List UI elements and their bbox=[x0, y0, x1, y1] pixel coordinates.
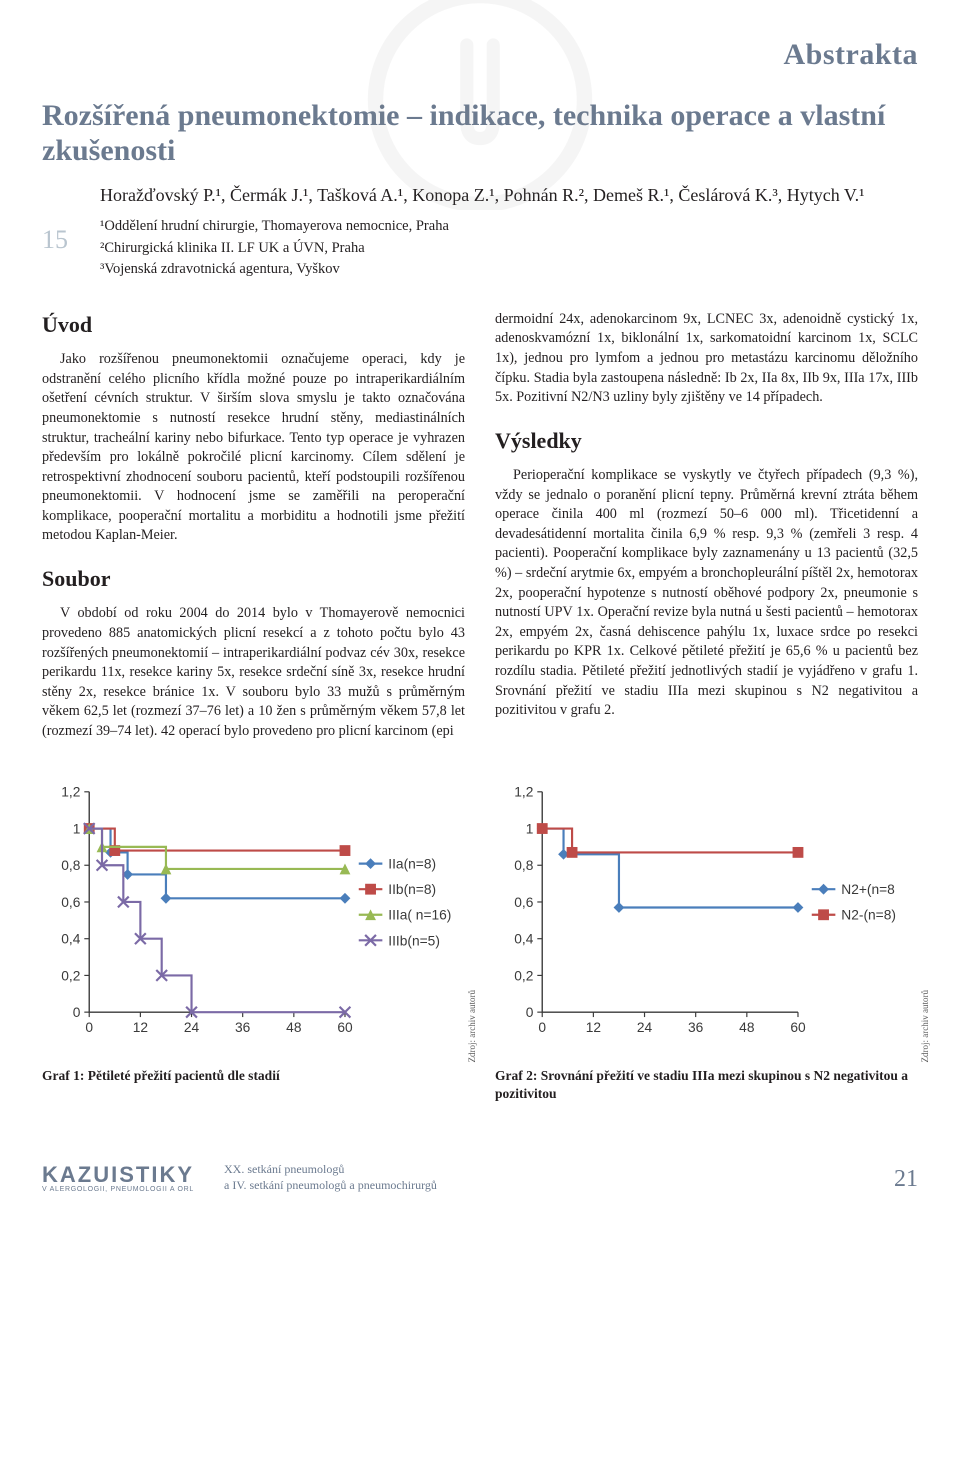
affiliation-3: ³Vojenská zdravotnická agentura, Vyškov bbox=[100, 260, 918, 280]
svg-text:N2-(n=8): N2-(n=8) bbox=[841, 907, 896, 922]
svg-text:0,6: 0,6 bbox=[514, 894, 533, 909]
svg-text:1,2: 1,2 bbox=[61, 784, 80, 799]
svg-text:0,2: 0,2 bbox=[514, 968, 533, 983]
affiliation-2: ²Chirurgická klinika II. LF UK a ÚVN, Pr… bbox=[100, 239, 918, 259]
page-footer: KAZUISTIKY V ALERGOLOGII, PNEUMOLOGII A … bbox=[42, 1162, 918, 1193]
chart-1-caption: Graf 1: Pětileté přežití pacientů dle st… bbox=[42, 1067, 465, 1085]
svg-text:60: 60 bbox=[790, 1019, 806, 1034]
svg-text:12: 12 bbox=[586, 1019, 601, 1034]
svg-text:0,8: 0,8 bbox=[61, 858, 80, 873]
authors-line: Horažďovský P.¹, Čermák J.¹, Tašková A.¹… bbox=[100, 183, 918, 207]
footer-mid-2: a IV. setkání pneumologů a pneumochirurg… bbox=[224, 1178, 894, 1194]
svg-text:0,4: 0,4 bbox=[514, 931, 533, 946]
svg-text:24: 24 bbox=[637, 1019, 653, 1034]
para-vysledky: Perioperační komplikace se vyskytly ve č… bbox=[495, 466, 918, 721]
right-column: dermoidní 24x, adenokarcinom 9x, LCNEC 3… bbox=[495, 310, 918, 742]
side-page-number: 15 bbox=[42, 183, 100, 255]
heading-soubor: Soubor bbox=[42, 564, 465, 594]
article-title: Rozšířená pneumonektomie – indikace, tec… bbox=[42, 98, 918, 169]
svg-text:1,2: 1,2 bbox=[514, 784, 533, 799]
para-soubor: V období od roku 2004 do 2014 bylo v Tho… bbox=[42, 604, 465, 741]
svg-text:24: 24 bbox=[184, 1019, 200, 1034]
svg-text:1: 1 bbox=[526, 821, 534, 836]
svg-text:0: 0 bbox=[85, 1019, 93, 1034]
section-label: Abstrakta bbox=[42, 38, 918, 72]
svg-text:1: 1 bbox=[73, 821, 81, 836]
svg-text:36: 36 bbox=[235, 1019, 251, 1034]
svg-text:IIIb(n=5): IIIb(n=5) bbox=[388, 933, 440, 948]
chart-1-cell: 0 0,2 0,4 0,6 0,8 1 1,2 0 12 24 36 48 60 IIa(n=8) IIb(… bbox=[42, 780, 465, 1103]
footer-page-number: 21 bbox=[894, 1166, 918, 1193]
chart-1-source: Zdroj: archiv autorů bbox=[467, 990, 477, 1062]
svg-text:N2+(n=8: N2+(n=8 bbox=[841, 882, 895, 897]
para-right-top: dermoidní 24x, adenokarcinom 9x, LCNEC 3… bbox=[495, 310, 918, 408]
chart-2: 0 0,2 0,4 0,6 0,8 1 1,2 0 12 24 36 48 60 N2+(n=8 N2-(n… bbox=[495, 780, 918, 1046]
svg-text:0: 0 bbox=[538, 1019, 546, 1034]
svg-text:0,4: 0,4 bbox=[61, 931, 80, 946]
heading-vysledky: Výsledky bbox=[495, 426, 918, 456]
chart-2-source: Zdroj: archiv autorů bbox=[920, 990, 930, 1062]
svg-text:0,8: 0,8 bbox=[514, 858, 533, 873]
svg-text:0: 0 bbox=[526, 1005, 534, 1020]
svg-text:60: 60 bbox=[337, 1019, 353, 1034]
svg-text:0,2: 0,2 bbox=[61, 968, 80, 983]
chart-2-caption: Graf 2: Srovnání přežití ve stadiu IIIa … bbox=[495, 1067, 918, 1102]
svg-text:0,6: 0,6 bbox=[61, 894, 80, 909]
svg-text:0: 0 bbox=[73, 1005, 81, 1020]
chart-1: 0 0,2 0,4 0,6 0,8 1 1,2 0 12 24 36 48 60 IIa(n=8) IIb(… bbox=[42, 780, 465, 1046]
footer-mid-1: XX. setkání pneumologů bbox=[224, 1162, 894, 1178]
chart-2-cell: 0 0,2 0,4 0,6 0,8 1 1,2 0 12 24 36 48 60 N2+(n=8 N2-(n… bbox=[495, 780, 918, 1103]
svg-text:36: 36 bbox=[688, 1019, 704, 1034]
footer-brand-sub: V ALERGOLOGII, PNEUMOLOGII A ORL bbox=[42, 1186, 194, 1193]
heading-uvod: Úvod bbox=[42, 310, 465, 340]
svg-text:12: 12 bbox=[133, 1019, 148, 1034]
svg-text:IIa(n=8): IIa(n=8) bbox=[388, 856, 436, 871]
svg-text:48: 48 bbox=[286, 1019, 302, 1034]
svg-text:48: 48 bbox=[739, 1019, 755, 1034]
footer-brand: KAZUISTIKY bbox=[42, 1162, 194, 1188]
svg-text:IIIa( n=16): IIIa( n=16) bbox=[388, 907, 451, 922]
affiliation-1: ¹Oddělení hrudní chirurgie, Thomayerova … bbox=[100, 217, 918, 237]
para-uvod: Jako rozšířenou pneumonektomii označujem… bbox=[42, 350, 465, 546]
left-column: Úvod Jako rozšířenou pneumonektomii ozna… bbox=[42, 310, 465, 742]
svg-text:IIb(n=8): IIb(n=8) bbox=[388, 882, 436, 897]
